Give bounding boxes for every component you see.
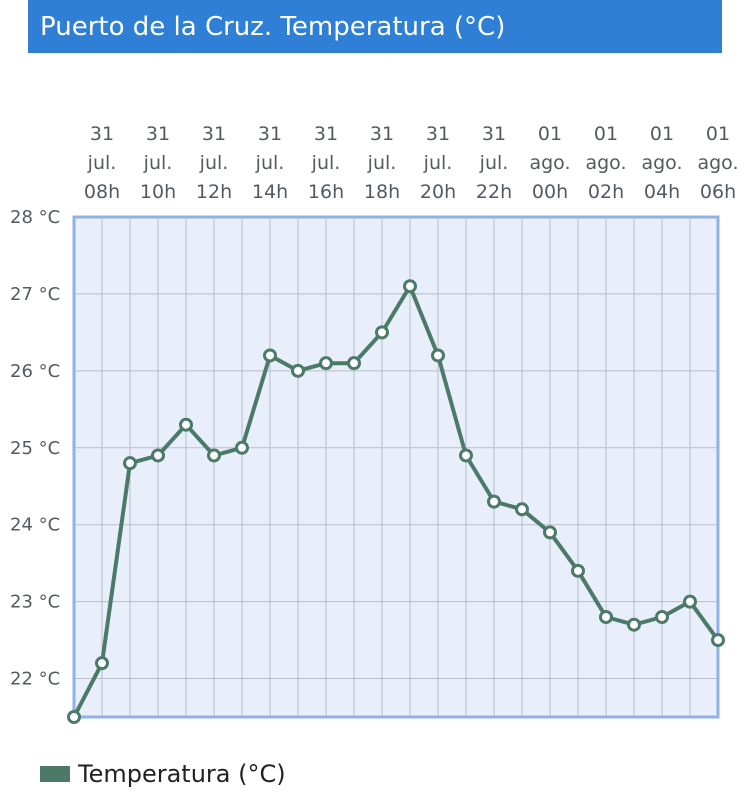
data-point — [571, 563, 585, 578]
data-point — [543, 525, 557, 540]
y-tick-label: 24 °C — [10, 515, 60, 536]
data-point — [263, 348, 277, 363]
data-point — [207, 448, 221, 463]
data-point — [319, 356, 333, 371]
x-tick-label: 01 ago. 02h — [585, 123, 626, 203]
plot-border — [72, 215, 720, 719]
x-tick-label: 31 jul. 20h — [420, 123, 456, 203]
data-point — [291, 363, 305, 378]
y-tick-label: 25 °C — [10, 438, 60, 459]
y-tick-label: 22 °C — [10, 669, 60, 690]
x-tick-label: 01 ago. 04h — [641, 123, 682, 203]
y-tick-label: 23 °C — [10, 592, 60, 613]
data-point — [179, 417, 193, 432]
data-point — [459, 448, 473, 463]
data-point — [599, 610, 613, 624]
data-point — [515, 502, 529, 517]
x-tick-label: 01 ago. 00h — [529, 123, 570, 203]
x-tick-label: 31 jul. 10h — [140, 123, 176, 203]
plot-area — [74, 217, 718, 717]
y-tick-label: 27 °C — [10, 284, 60, 305]
data-point — [375, 325, 389, 340]
data-point — [67, 710, 81, 724]
y-tick-label: 26 °C — [10, 361, 60, 382]
y-tick-label: 28 °C — [10, 207, 60, 228]
x-tick-label: 31 jul. 14h — [252, 123, 288, 203]
x-tick-label: 31 jul. 12h — [196, 123, 232, 203]
x-tick-label: 31 jul. 08h — [84, 123, 120, 203]
legend[interactable]: Temperatura (°C) — [40, 757, 286, 791]
data-point — [403, 279, 417, 294]
data-point — [235, 440, 249, 455]
data-point — [151, 448, 165, 463]
x-tick-label: 01 ago. 06h — [697, 123, 738, 203]
data-point — [95, 656, 109, 671]
data-point — [487, 494, 501, 509]
data-point — [711, 633, 725, 648]
chart-title: Puerto de la Cruz. Temperatura (°C) — [40, 11, 506, 42]
data-point — [655, 610, 669, 624]
x-tick-label: 31 jul. 16h — [308, 123, 344, 203]
legend-swatch — [40, 766, 70, 782]
x-tick-label: 31 jul. 22h — [476, 123, 512, 203]
data-point — [431, 348, 445, 363]
chart-title-bar: Puerto de la Cruz. Temperatura (°C) — [28, 0, 722, 53]
x-tick-label: 31 jul. 18h — [364, 123, 400, 203]
data-point — [683, 594, 697, 609]
data-point — [347, 356, 361, 371]
data-point — [627, 617, 641, 632]
legend-label: Temperatura (°C) — [78, 760, 286, 788]
data-point — [123, 456, 137, 471]
